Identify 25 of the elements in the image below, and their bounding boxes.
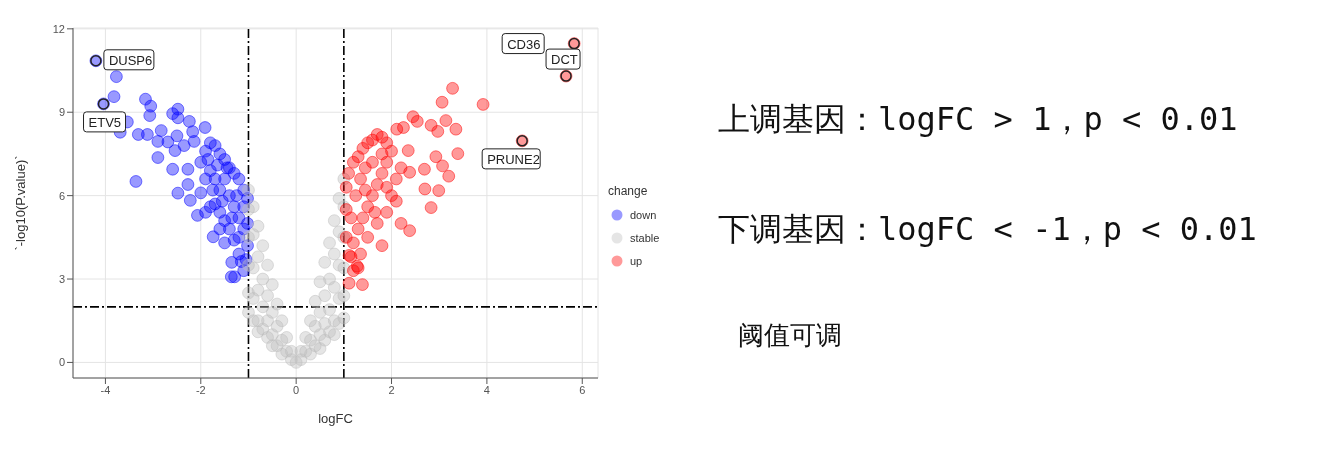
legend-title: change xyxy=(608,183,649,198)
y-tick-label: 6 xyxy=(58,189,65,202)
x-tick-label: 6 xyxy=(579,383,586,396)
y-tick-label: 0 xyxy=(58,356,65,369)
legend-label: up xyxy=(630,255,643,267)
x-tick-label: 2 xyxy=(388,383,395,396)
text: 下调基因：logFC < -1，p < 0.01 xyxy=(718,209,1257,250)
x-tick-label: 0 xyxy=(293,383,300,396)
legend-label: stable xyxy=(630,232,660,244)
text: 上调基因：logFC > 1，p < 0.01 xyxy=(718,99,1239,140)
x-axis-title: logFC xyxy=(318,411,353,426)
annotation: DCT xyxy=(551,52,578,68)
y-tick-label: 3 xyxy=(58,272,65,285)
x-tick-label: -2 xyxy=(195,383,206,396)
y-tick-label: 12 xyxy=(52,22,65,35)
x-tick-label: -4 xyxy=(100,383,111,396)
annotation: CD36 xyxy=(507,36,541,52)
y-tick-label: 9 xyxy=(58,106,65,119)
annotation: PRUNE2 xyxy=(487,151,540,167)
x-tick-label: 4 xyxy=(483,383,490,396)
annotation: DUSP6 xyxy=(108,52,153,68)
y-axis-title: `-log10(P.value)` xyxy=(12,155,28,251)
legend-label: down xyxy=(630,209,657,221)
text: 阈值可调 xyxy=(737,319,843,352)
annotation: ETV5 xyxy=(88,114,122,130)
